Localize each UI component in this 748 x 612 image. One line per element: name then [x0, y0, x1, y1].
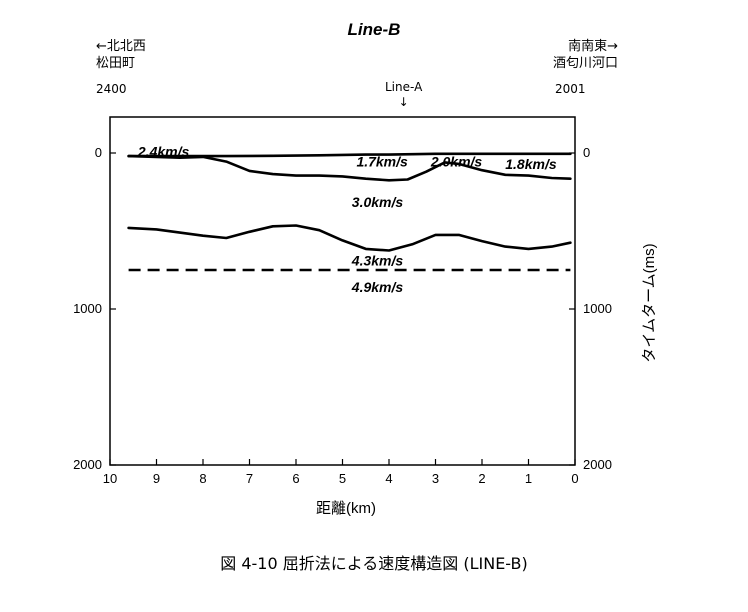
crossing-arrow-icon: ↓: [398, 95, 409, 109]
left-direction: ←北北西: [96, 39, 146, 54]
y-tick-label-right: 2000: [583, 457, 612, 472]
crossing-label: Line-A: [385, 80, 423, 94]
x-tick-label: 8: [199, 471, 206, 486]
x-tick-label: 4: [385, 471, 392, 486]
left-endpoint-label: ←北北西 松田町: [96, 38, 146, 72]
x-tick-label: 10: [103, 471, 117, 486]
y-tick-label-left: 0: [95, 145, 102, 160]
velocity-label: 4.9km/s: [351, 279, 404, 295]
x-tick-label: 9: [153, 471, 160, 486]
right-shotpoint-number: 2001: [555, 82, 586, 96]
boundary-line-1: [127, 152, 572, 158]
left-place: 松田町: [96, 56, 136, 71]
chart-title: Line-B: [347, 20, 401, 39]
x-axis-label: 距離(km): [316, 499, 376, 517]
series-layer: [127, 152, 572, 272]
x-tick-label: 7: [246, 471, 253, 486]
velocity-label: 1.8km/s: [505, 156, 557, 172]
annotation-layer: 2.4km/s 1.7km/s 2.0km/s 1.8km/s 3.0km/s 4.3km…: [137, 143, 557, 295]
right-place: 酒匂川河口: [552, 56, 618, 71]
boundary-line-3: [127, 224, 572, 252]
x-tick-label: 3: [432, 471, 439, 486]
boundary-line-2: [127, 154, 572, 182]
y-tick-label-right: 0: [583, 145, 590, 160]
y-tick-label-right: 1000: [583, 301, 612, 316]
velocity-label: 3.0km/s: [352, 194, 404, 210]
right-direction: 南南東→: [568, 39, 618, 54]
left-shotpoint-number: 2400: [96, 82, 127, 96]
y-tick-label-left: 2000: [73, 457, 102, 472]
x-tick-label: 1: [525, 471, 532, 486]
velocity-label: 4.3km/s: [351, 253, 404, 269]
x-tick-label: 0: [571, 471, 578, 486]
y-tick-label-left: 1000: [73, 301, 102, 316]
velocity-label: 2.0km/s: [430, 154, 483, 170]
crossing-marker: Line-A ↓: [385, 80, 422, 110]
x-tick-label: 5: [339, 471, 346, 486]
y-axis-label: タイムターム(ms): [641, 243, 658, 362]
right-endpoint-label: 南南東→ 酒匂川河口: [553, 38, 618, 72]
x-tick-label: 6: [292, 471, 299, 486]
velocity-label: 1.7km/s: [356, 154, 408, 170]
x-tick-label: 2: [478, 471, 485, 486]
figure-caption: 図 4-10 屈折法による速度構造図 (LINE-B): [220, 554, 528, 573]
velocity-label: 2.4km/s: [137, 143, 190, 159]
